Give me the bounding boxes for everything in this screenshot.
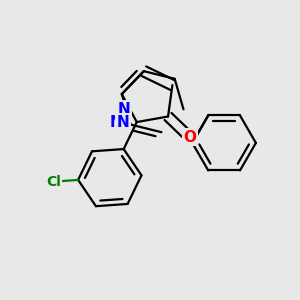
Text: Cl: Cl xyxy=(46,175,61,189)
Text: N: N xyxy=(116,115,129,130)
Text: O: O xyxy=(183,130,196,145)
Text: N: N xyxy=(118,102,130,117)
Text: N: N xyxy=(110,115,123,130)
